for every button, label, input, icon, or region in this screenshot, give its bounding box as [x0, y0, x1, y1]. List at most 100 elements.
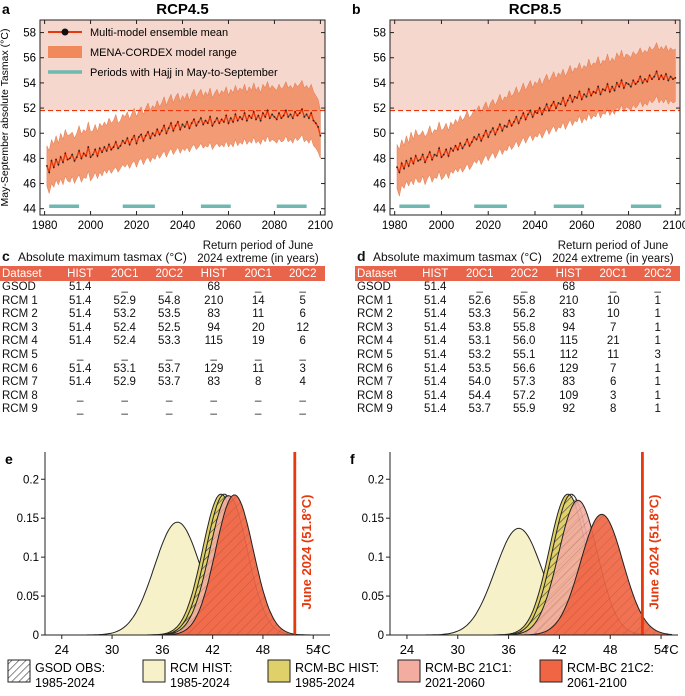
- ensemble-mean-point: [407, 165, 410, 167]
- ensemble-mean-point: [576, 97, 578, 99]
- table-cell: 1: [654, 376, 661, 389]
- x-axis-unit: °C: [664, 642, 679, 657]
- ensemble-mean-point: [158, 133, 161, 136]
- table-cell: 53.2: [468, 348, 491, 361]
- chart-title: RCP8.5: [509, 1, 562, 18]
- ensemble-mean-point: [236, 119, 239, 122]
- ensemble-mean-point: [592, 90, 595, 93]
- ensemble-mean-point: [590, 94, 593, 97]
- table-row: RCM 7 51.4 52.9 53.7 83 8 4: [0, 376, 325, 390]
- ensemble-mean-point: [204, 119, 207, 122]
- ensemble-mean-point: [601, 88, 604, 91]
- table-cell: 1: [654, 308, 661, 321]
- y-tick-label: 0.1: [368, 552, 384, 564]
- y-tick-label: 0.2: [368, 474, 384, 486]
- ensemble-mean-point: [255, 118, 257, 121]
- table-row: RCM 9 _ _ _ _ _ _: [0, 403, 325, 417]
- table-c-title-right: Return period of June 2024 extreme (in y…: [197, 240, 319, 265]
- table-cell: RCM 3: [2, 321, 38, 334]
- ensemble-mean-point: [234, 113, 237, 116]
- table-cell: 129: [559, 362, 579, 375]
- ensemble-mean-point: [101, 151, 103, 153]
- ensemble-mean-point: [199, 117, 202, 120]
- table-row: RCM 6 51.4 53.5 56.6 129 7 1: [355, 363, 680, 377]
- table-cell: 56.2: [513, 308, 536, 321]
- table-cell: 53.5: [468, 362, 491, 375]
- ensemble-mean-point: [470, 141, 473, 143]
- table-cell: 1: [654, 403, 661, 416]
- ensemble-mean-point: [259, 119, 262, 122]
- column-header: 20C2: [502, 266, 547, 281]
- ensemble-mean-point: [536, 112, 539, 114]
- ensemble-mean-point: [613, 89, 616, 92]
- ensemble-mean-point: [312, 119, 315, 122]
- ensemble-mean-point: [287, 115, 290, 118]
- ensemble-mean-point: [268, 117, 271, 120]
- legend-swatch-rcm_bc_21c2: [539, 659, 563, 683]
- ensemble-mean-point: [426, 156, 429, 159]
- ensemble-mean-point: [105, 149, 108, 152]
- table-cell: 83: [562, 308, 576, 321]
- ensemble-mean-point: [632, 79, 635, 82]
- x-tick-label: 2100: [308, 220, 334, 232]
- column-header: 20C2: [147, 266, 192, 281]
- ensemble-mean-point: [124, 142, 126, 145]
- table-cell: GSOD: [2, 281, 36, 293]
- column-header: 20C2: [635, 266, 680, 281]
- ensemble-mean-point: [480, 139, 483, 142]
- panel-label: f: [350, 451, 355, 467]
- ensemble-mean-point: [308, 117, 310, 120]
- table-cell: _: [521, 281, 528, 293]
- table-row: RCM 4 51.4 53.1 56.0 115 21 1: [355, 335, 680, 349]
- ensemble-mean-point: [513, 121, 515, 123]
- table-cell: _: [299, 403, 306, 416]
- ensemble-mean-point: [66, 158, 69, 161]
- density-rcm-hist: [49, 522, 326, 635]
- table-cell: 52.4: [113, 335, 136, 348]
- x-tick-label: 1980: [382, 220, 408, 232]
- table-cell: 94: [207, 321, 221, 334]
- ensemble-mean-point: [241, 118, 244, 121]
- ensemble-mean-point: [658, 78, 660, 81]
- ensemble-mean-point: [183, 126, 186, 128]
- ensemble-mean-point: [405, 160, 408, 162]
- ensemble-mean-point: [557, 102, 560, 104]
- ensemble-mean-point: [250, 117, 253, 120]
- table-cell: 20: [251, 321, 265, 334]
- table-cell: RCM 6: [2, 362, 38, 375]
- y-tick-label: 0.15: [362, 513, 384, 525]
- table-cell: 83: [207, 308, 221, 321]
- y-tick-label: 46: [23, 179, 36, 191]
- ensemble-mean-point: [627, 83, 630, 86]
- ensemble-mean-point: [206, 122, 209, 125]
- table-cell: _: [121, 348, 128, 361]
- legend-label: MENA-CORDEX model range: [90, 47, 237, 59]
- table-cell: 53.3: [468, 308, 491, 321]
- ensemble-mean-point: [618, 85, 621, 88]
- table-cell: 11: [607, 348, 620, 361]
- ensemble-mean-point: [289, 113, 292, 116]
- table-cell: RCM 3: [357, 321, 393, 334]
- column-header: 20C1: [457, 266, 502, 281]
- column-header: HIST: [58, 266, 103, 281]
- x-tick-label: 36: [501, 642, 515, 657]
- ensemble-mean-point: [569, 94, 571, 97]
- ensemble-mean-point: [75, 156, 78, 159]
- table-cell: 94: [562, 321, 576, 334]
- ensemble-mean-point: [197, 121, 200, 123]
- ensemble-mean-point: [57, 163, 60, 166]
- legend-range-swatch: [48, 46, 82, 58]
- table-cell: 7: [610, 362, 617, 375]
- ensemble-mean-point: [403, 167, 405, 170]
- y-tick-label: 56: [373, 53, 386, 65]
- ensemble-mean-point: [137, 136, 140, 138]
- ensemble-mean-point: [662, 78, 665, 81]
- ensemble-mean-point: [410, 157, 412, 160]
- ensemble-mean-point: [463, 143, 466, 146]
- table-cell: 53.8: [468, 321, 491, 334]
- y-tick-label: 56: [23, 53, 36, 65]
- ensemble-mean-point: [151, 132, 154, 135]
- ensemble-mean-point: [541, 113, 543, 116]
- ensemble-mean-point: [202, 123, 205, 126]
- table-cell: 1: [654, 389, 661, 402]
